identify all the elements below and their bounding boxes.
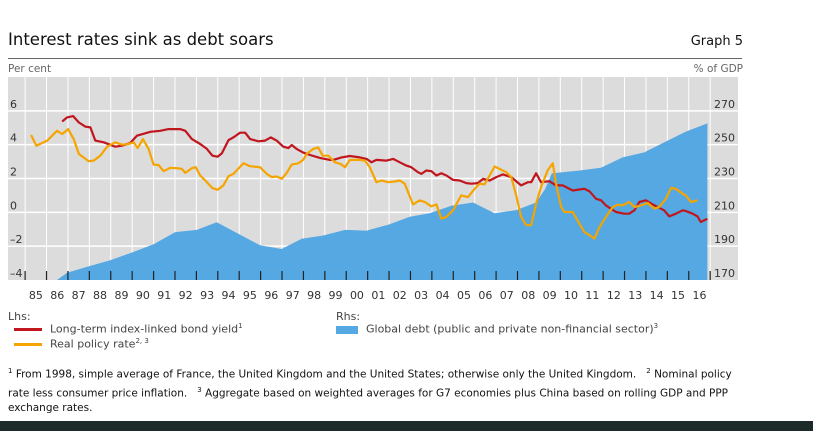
x-tick-label: 08	[521, 289, 535, 302]
legend-footnote-ref: 1	[238, 322, 243, 330]
legend-label: Long-term index-linked bond yield	[50, 322, 239, 336]
left-y-tick-label: 2	[10, 166, 17, 179]
x-tick-label: 15	[671, 289, 685, 302]
x-tick-label: 07	[500, 289, 514, 302]
footnote-text: Nominal policy rate less consumer price …	[8, 368, 732, 400]
x-tick-label: 11	[585, 289, 599, 302]
x-tick-label: 94	[221, 289, 235, 302]
legend-lhs-heading: Lhs:	[8, 310, 31, 323]
x-tick-label: 05	[457, 289, 471, 302]
legend-swatch-red-line	[14, 328, 42, 332]
legend-swatch-orange-line	[14, 343, 42, 347]
legend-footnote-ref: 3	[653, 322, 659, 330]
x-tick-label: 04	[436, 289, 450, 302]
left-y-tick-label: –2	[10, 233, 23, 246]
legend-label: Global debt (public and private non-fina…	[366, 322, 654, 336]
graph-number: Graph 5	[690, 34, 743, 49]
x-tick-label: 99	[329, 289, 343, 302]
x-tick-label: 86	[50, 289, 64, 302]
x-tick-label: 02	[393, 289, 407, 302]
left-y-tick-label: 6	[10, 98, 17, 111]
x-tick-label: 95	[243, 289, 257, 302]
right-y-tick-label: 190	[714, 233, 735, 246]
x-tick-label: 10	[564, 289, 578, 302]
right-y-tick-label: 210	[714, 199, 735, 212]
left-y-tick-label: 0	[10, 199, 17, 212]
debt-area-series	[57, 123, 708, 281]
right-y-tick-label: 250	[714, 132, 735, 145]
footnote-marker: 2	[646, 367, 651, 375]
x-tick-label: 91	[157, 289, 171, 302]
x-tick-label: 01	[371, 289, 385, 302]
real-policy-rate-line	[30, 127, 698, 240]
x-tick-label: 87	[72, 289, 86, 302]
x-tick-label: 93	[200, 289, 214, 302]
right-y-tick-label: 230	[714, 166, 735, 179]
x-tick-label: 09	[543, 289, 557, 302]
legend-rhs-heading: Rhs:	[336, 310, 361, 323]
x-tick-label: 92	[179, 289, 193, 302]
footnotes: 1 From 1998, simple average of France, t…	[8, 364, 748, 416]
x-tick-label: 14	[650, 289, 664, 302]
right-y-tick-label: 170	[714, 267, 735, 280]
left-axis-unit: Per cent	[8, 63, 52, 75]
legend-label: Real policy rate	[50, 337, 136, 351]
footnote-text: From 1998, simple average of France, the…	[15, 368, 637, 381]
x-tick-label: 12	[607, 289, 621, 302]
chart-plot: 85 86 87 88 89 90 91 92 93 94 95 96 97 98 99 00 01 02 03 04…	[8, 77, 738, 302]
legend-item-global-debt: Global debt (public and private non-fina…	[336, 322, 658, 336]
x-tick-label: 89	[114, 289, 128, 302]
bond-yield-line	[61, 114, 708, 224]
background-strip	[0, 421, 813, 431]
x-tick-label: 98	[307, 289, 321, 302]
x-tick-label: 88	[93, 289, 107, 302]
x-tick-label: 90	[136, 289, 150, 302]
footnote-text: Aggregate based on weighted averages for…	[8, 387, 728, 414]
x-tick-label: 00	[350, 289, 364, 302]
left-y-tick-label: 4	[10, 132, 17, 145]
chart-title: Interest rates sink as debt soars	[8, 30, 274, 49]
left-y-tick-label: –4	[10, 267, 23, 280]
legend-item-real-policy-rate: Real policy rate2, 3	[14, 337, 149, 351]
legend-item-bond-yield: Long-term index-linked bond yield1	[14, 322, 243, 336]
x-tick-label: 97	[286, 289, 300, 302]
right-y-tick-label: 270	[714, 98, 735, 111]
x-tick-label: 85	[29, 289, 43, 302]
x-tick-label: 16	[692, 289, 706, 302]
title-divider	[8, 58, 742, 59]
x-tick-label: 13	[628, 289, 642, 302]
right-axis-unit: % of GDP	[693, 63, 743, 75]
x-tick-label: 06	[478, 289, 492, 302]
footnote-marker: 1	[8, 367, 13, 375]
x-tick-label: 96	[264, 289, 278, 302]
legend-swatch-blue-area	[336, 325, 358, 334]
footnote-marker: 3	[197, 385, 202, 394]
x-tick-label: 03	[414, 289, 428, 302]
legend-footnote-ref: 2, 3	[135, 337, 149, 345]
